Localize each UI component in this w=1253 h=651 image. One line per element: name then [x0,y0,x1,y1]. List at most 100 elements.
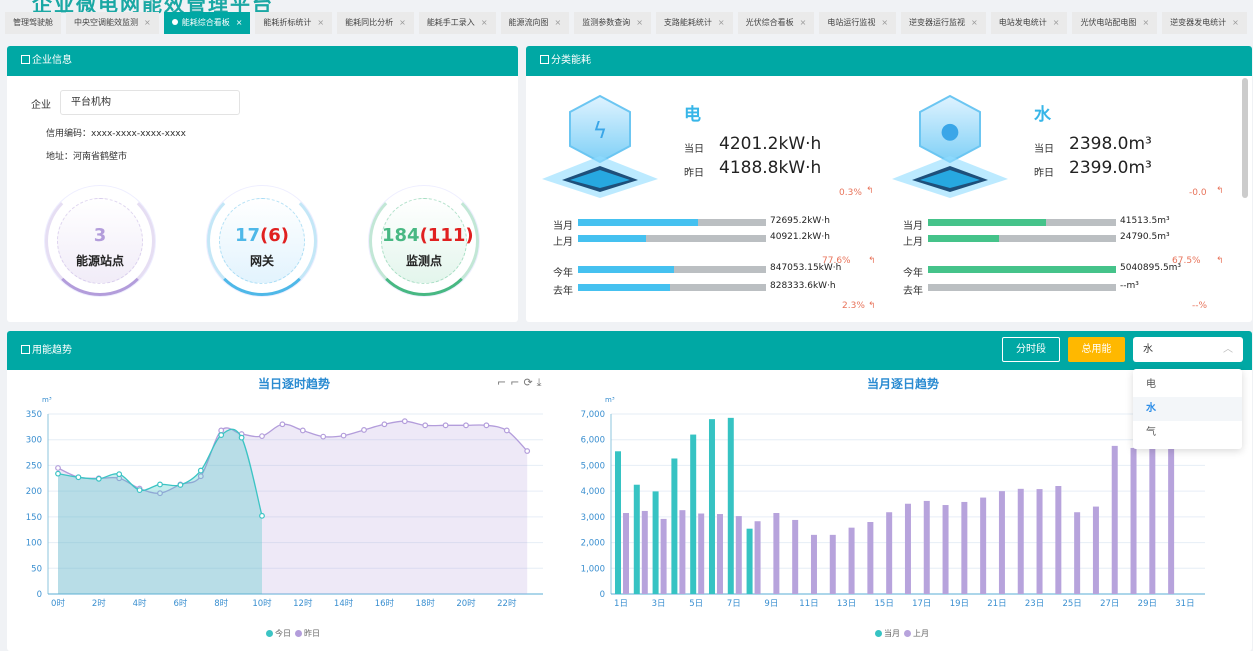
dropdown-option[interactable]: 水 [1133,397,1242,421]
tab[interactable]: 支路能耗统计 × [655,12,733,34]
bar[interactable] [942,505,949,594]
tab[interactable]: 管理驾驶舱 [5,12,61,34]
bar[interactable] [1130,447,1137,594]
tab[interactable]: 能耗折标统计 × [255,12,333,34]
close-icon[interactable]: × [480,18,488,27]
bar[interactable] [660,518,667,594]
bar[interactable] [671,458,678,594]
data-point[interactable] [259,512,265,519]
tab[interactable]: 光伏电站配电图 × [1072,12,1158,34]
bar[interactable] [1017,488,1024,594]
tab[interactable]: 能耗手工录入 × [418,12,496,34]
bar[interactable] [754,521,761,594]
company-input[interactable]: 平台机构 [60,90,240,115]
tab[interactable]: 逆变器运行监视 × [901,12,986,34]
data-point[interactable] [55,470,61,477]
bar[interactable] [904,503,911,594]
tab[interactable]: 能耗综合看板 × [163,12,251,34]
legend-item[interactable]: 昨日 [304,629,320,638]
close-icon[interactable]: × [971,18,978,27]
data-point[interactable] [442,422,449,429]
close-icon[interactable]: × [717,18,725,27]
data-point[interactable] [95,475,102,482]
tab[interactable]: 能源流向图 × [500,12,570,34]
data-point[interactable] [157,481,163,488]
dropdown-option[interactable]: 气 [1146,427,1156,438]
data-point[interactable] [381,421,388,428]
legend-item[interactable]: 今日 [275,629,291,638]
data-point[interactable] [55,465,61,471]
data-point[interactable] [197,467,204,474]
close-icon[interactable]: × [1142,18,1150,27]
tab[interactable]: 能耗同比分析 × [337,12,414,34]
bar[interactable] [615,451,621,594]
data-point[interactable] [259,433,265,440]
close-icon[interactable]: × [235,18,243,27]
data-point[interactable] [524,448,531,454]
data-point[interactable] [177,482,184,488]
data-point[interactable] [483,422,490,429]
data-point[interactable] [503,427,510,434]
legend-item[interactable]: 当月 [884,629,900,638]
bar[interactable] [810,534,817,594]
bar[interactable] [848,527,855,594]
data-point[interactable] [75,474,82,481]
close-icon[interactable]: × [317,18,325,27]
close-icon[interactable]: × [399,18,406,27]
total-button[interactable]: 总用能 [1068,337,1125,362]
bar[interactable] [998,491,1005,594]
scrollbar[interactable] [1242,78,1248,198]
tab[interactable]: 电站运行监视 × [819,12,897,34]
bar[interactable] [1055,486,1062,594]
bar[interactable] [641,510,648,594]
tab[interactable]: 逆变器发电统计 × [1162,12,1247,34]
close-icon[interactable]: × [554,18,562,27]
restore-icon[interactable]: ⟳ [523,376,537,389]
data-point[interactable] [361,427,367,433]
data-point[interactable] [238,434,245,441]
legend-item[interactable]: 上月 [913,629,929,638]
download-icon[interactable]: ⤓ [536,376,546,389]
dropdown-option[interactable]: 电 [1146,379,1156,390]
bar[interactable] [886,512,893,594]
data-point[interactable] [218,427,225,434]
close-icon[interactable]: × [1232,18,1239,27]
bar[interactable] [698,513,705,594]
period-button[interactable]: 分时段 [1002,337,1060,362]
bar[interactable] [792,519,799,594]
data-point[interactable] [422,422,429,429]
bar[interactable] [690,434,697,594]
bar[interactable] [1092,506,1099,594]
tab[interactable]: 电站发电统计 × [990,12,1068,34]
bar[interactable] [867,522,874,594]
tab[interactable]: 光伏综合看板 × [737,12,815,34]
data-point[interactable] [279,421,286,428]
data-point[interactable] [116,471,123,478]
tab[interactable]: 监测参数查询 × [574,12,651,34]
bar[interactable] [980,497,987,594]
energy-type-select[interactable]: 水 ︿ [1133,337,1243,362]
bar[interactable] [679,510,686,594]
bar[interactable] [923,500,930,594]
zoom-icon[interactable]: ⌐ [497,376,511,389]
bar[interactable] [716,514,723,594]
bar[interactable] [1074,512,1081,594]
bar[interactable] [773,513,780,594]
data-point[interactable] [463,422,469,429]
bar[interactable] [1168,447,1175,594]
close-icon[interactable]: × [636,18,643,27]
close-icon[interactable]: × [1052,18,1060,27]
bar[interactable] [652,491,659,594]
data-point[interactable] [299,427,306,434]
data-point[interactable] [136,487,143,494]
data-point[interactable] [340,432,347,439]
data-point[interactable] [157,490,163,497]
bar[interactable] [633,484,640,594]
bar[interactable] [1036,489,1043,594]
bar[interactable] [727,417,734,594]
bar[interactable] [735,516,742,594]
close-icon[interactable]: × [881,18,889,27]
bar[interactable] [961,501,968,594]
data-point[interactable] [320,433,327,440]
bar[interactable] [623,513,629,594]
